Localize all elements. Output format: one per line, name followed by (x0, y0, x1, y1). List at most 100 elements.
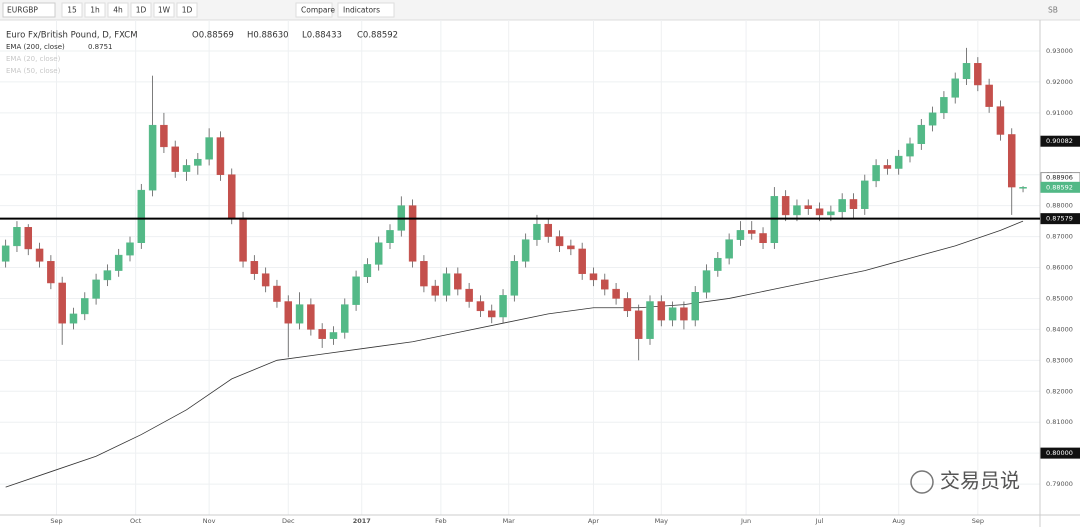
interval-button[interactable] (176, 2, 198, 18)
legend-open: O0.88569 (192, 31, 234, 41)
candle-body (58, 282, 66, 324)
candle-body (205, 137, 213, 160)
candle-body (92, 279, 100, 299)
candle-body (680, 307, 688, 321)
candle-body (352, 276, 360, 305)
x-tick-label: Oct (130, 517, 142, 525)
x-tick-label: Dec (282, 517, 295, 525)
candle-body (182, 165, 191, 172)
toolbar-button[interactable] (295, 2, 333, 18)
interval-button[interactable] (153, 2, 175, 18)
candle-body (1007, 134, 1016, 188)
candle-body (623, 298, 632, 312)
toolbar (0, 0, 1080, 20)
x-tick-label: Apr (588, 517, 600, 525)
candle-body (194, 158, 202, 166)
candle-body (431, 285, 439, 296)
interval-button[interactable] (61, 2, 83, 18)
symbol[interactable]: EURGBP (7, 6, 38, 15)
candle-body (985, 84, 993, 107)
candle-body (714, 257, 722, 271)
candle-body (465, 288, 473, 302)
candle-body (634, 310, 643, 339)
x-tick-label: Aug (892, 517, 905, 525)
candle-body (408, 205, 417, 262)
user[interactable]: SB (1048, 6, 1058, 15)
candle-body (804, 205, 813, 209)
candle-body (578, 248, 586, 274)
candle-body (657, 301, 666, 321)
y-tick-label: 0.91000 (1046, 109, 1073, 117)
interval[interactable]: 15 (67, 6, 77, 15)
candle-body (940, 97, 948, 114)
candle-body (747, 230, 756, 234)
candle-body (160, 124, 168, 148)
interval-button[interactable] (107, 2, 129, 18)
interval[interactable]: 1D (182, 6, 193, 15)
candle-body (612, 288, 620, 299)
candle-body (114, 254, 123, 271)
x-tick-label: Feb (435, 517, 447, 525)
candle-body (702, 270, 711, 293)
toolbar-button[interactable] (337, 2, 395, 18)
x-tick-label: May (655, 517, 669, 525)
interval-button[interactable] (130, 2, 152, 18)
candle-body (894, 155, 903, 169)
candle-body (442, 273, 451, 296)
legend-title: Euro Fx/British Pound, D, FXCM (6, 31, 138, 41)
candle-body (736, 230, 745, 240)
candle-body (148, 124, 157, 191)
toolbar-items: 15 1h 4h 1D 1W 1D Compare Indicators (61, 2, 395, 18)
y-tick-label: 0.88000 (1046, 202, 1073, 210)
plot: 0.79000 0.80000 0.81000 0.82000 0.83000 0.840… (0, 20, 1080, 527)
interval[interactable]: 1W (158, 6, 171, 15)
candle-body (996, 106, 1005, 135)
price-marker-label: 0.90082 (1046, 137, 1073, 145)
interval[interactable]: 4h (113, 6, 123, 15)
candle-body (81, 298, 89, 315)
candle-body (318, 329, 326, 339)
y-tick-label: 0.87000 (1046, 233, 1073, 241)
candle-body (827, 211, 835, 216)
candle-body (962, 63, 971, 80)
candle-body (974, 63, 982, 86)
candle-body (216, 137, 225, 175)
candle-body (1019, 187, 1027, 189)
candle-body (47, 261, 55, 284)
x-tick-label: Jun (740, 517, 751, 525)
interval-button[interactable] (84, 2, 106, 18)
x-tick-label: Mar (503, 517, 516, 525)
price-marker-label: 0.88906 (1046, 174, 1073, 182)
interval[interactable]: 1D (136, 6, 147, 15)
price-marker (1040, 181, 1080, 193)
toolbar-button-label[interactable]: Indicators (343, 6, 380, 15)
candle-body (544, 223, 553, 237)
candle-body (307, 304, 315, 330)
price-marker-label: 0.87579 (1046, 215, 1073, 223)
toolbar-button-label[interactable]: Compare (301, 6, 335, 15)
candle-body (781, 196, 790, 216)
candle-body (295, 304, 304, 324)
candle-body (284, 301, 293, 324)
candle-body (951, 78, 959, 98)
study-name: EMA (200, close) (6, 43, 65, 51)
price-marker-label: 0.80000 (1046, 449, 1073, 457)
watermark: 交易员说 (940, 469, 1020, 493)
y-tick-label: 0.84000 (1046, 325, 1073, 333)
symbol-box[interactable] (2, 2, 56, 18)
candle-body (227, 174, 236, 219)
y-tick-label: 0.86000 (1046, 264, 1073, 272)
candle-body (35, 248, 44, 262)
interval[interactable]: 1h (90, 6, 100, 15)
legend-low: L0.88433 (302, 31, 342, 41)
legend-close: C0.88592 (357, 31, 398, 41)
y-tick-label: 0.93000 (1046, 47, 1073, 55)
candle-body (487, 310, 496, 318)
y-tick-label: 0.82000 (1046, 387, 1073, 395)
x-tick-label: 2017 (353, 517, 371, 525)
candle-body (341, 304, 349, 333)
candle-body (137, 189, 146, 243)
x-tick-label: Nov (203, 517, 216, 525)
candle-body (239, 217, 247, 262)
